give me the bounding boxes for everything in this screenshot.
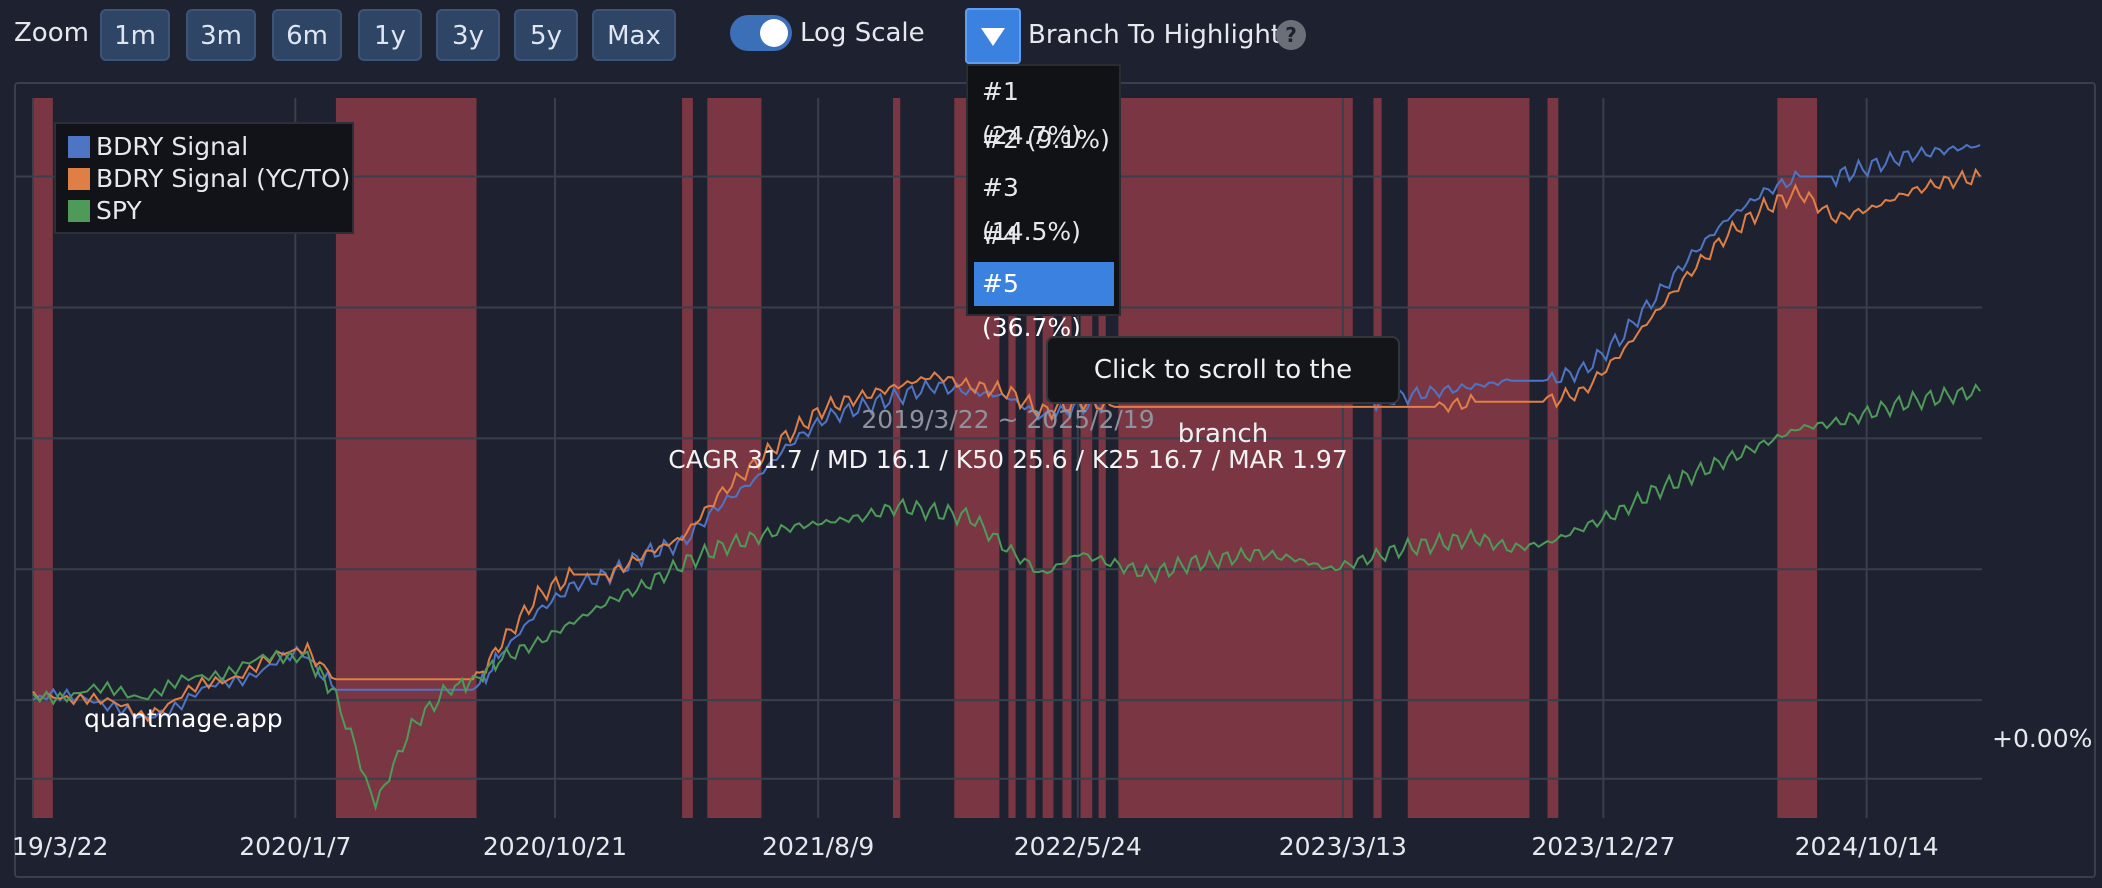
- highlight-period-17: [1777, 98, 1818, 818]
- zoom-label: Zoom: [14, 18, 89, 48]
- branch-option-2[interactable]: #2 (9.1%): [982, 125, 1110, 154]
- branch-option-5[interactable]: #5 (36.7%): [974, 262, 1114, 342]
- highlight-period-16: [1547, 98, 1559, 818]
- log-scale-toggle[interactable]: [730, 15, 792, 51]
- legend-swatch: [68, 200, 90, 222]
- series-line-spy: [32, 382, 1982, 812]
- zoom-3m-button[interactable]: 3m: [186, 9, 256, 61]
- toggle-knob: [760, 19, 788, 47]
- legend-swatch: [68, 136, 90, 158]
- zoom-3y-button[interactable]: 3y: [436, 9, 500, 61]
- highlight-period-3: [682, 98, 693, 818]
- help-icon[interactable]: ?: [1276, 20, 1306, 50]
- highlight-period-14: [1373, 98, 1382, 818]
- highlight-period-5: [893, 98, 901, 818]
- highlight-period-4: [707, 98, 762, 818]
- chart-legend: BDRY Signal BDRY Signal (YC/TO) SPY: [54, 122, 354, 234]
- x-tick-label-5: 2022/5/24: [1014, 832, 1142, 861]
- branch-option-4[interactable]: #4 (15.1%): [982, 221, 1081, 294]
- branch-dropdown-button[interactable]: [965, 8, 1021, 64]
- toolbar: Zoom 1m 3m 6m 1y 3y 5y Max Log Scale Bra…: [0, 0, 2102, 64]
- highlight-period-13: [1118, 98, 1353, 818]
- highlight-period-10: [1062, 98, 1072, 818]
- branch-option-1[interactable]: #1 (24.7%): [982, 77, 1081, 150]
- branch-option-3[interactable]: #3 (14.5%): [982, 173, 1081, 246]
- stats-text: CAGR 31.7 / MD 16.1 / K50 25.6 / K25 16.…: [668, 445, 1347, 474]
- highlight-period-7: [1008, 98, 1016, 818]
- x-tick-label-4: 2021/8/9: [762, 832, 874, 861]
- legend-swatch: [68, 168, 90, 190]
- highlight-periods: [33, 98, 1818, 818]
- highlight-period-9: [1042, 98, 1054, 818]
- zoom-6m-button[interactable]: 6m: [272, 9, 342, 61]
- highlight-period-12: [1098, 98, 1106, 818]
- zoom-1m-button[interactable]: 1m: [100, 9, 170, 61]
- log-scale-label: Log Scale: [800, 18, 925, 48]
- highlight-period-2: [335, 98, 477, 818]
- series-line-bdry-signal-yc-to: [32, 167, 1982, 723]
- highlight-period-15: [1407, 98, 1530, 818]
- branch-tooltip: Click to scroll to the branch: [1046, 336, 1400, 449]
- highlight-period-1: [33, 98, 53, 818]
- x-tick-label-1: 19/3/22: [12, 832, 108, 861]
- x-tick-label-6: 2023/3/13: [1279, 832, 1407, 861]
- triangle-down-icon: [981, 28, 1005, 46]
- highlight-period-11: [1080, 98, 1093, 818]
- zoom-1y-button[interactable]: 1y: [358, 9, 422, 61]
- date-range-text: 2019/3/22 ~ 2025/2/19: [861, 405, 1154, 434]
- zoom-5y-button[interactable]: 5y: [514, 9, 578, 61]
- x-tick-label-3: 2020/10/21: [483, 832, 627, 861]
- branch-dropdown-menu: #1 (24.7%) #2 (9.1%) #3 (14.5%) #4 (15.1…: [966, 64, 1121, 342]
- series-lines: [32, 143, 1982, 812]
- x-tick-label-2: 2020/1/7: [239, 832, 351, 861]
- x-axis-ticks: 19/3/22 2020/1/7 2020/10/21 2021/8/9 2022/5/…: [12, 832, 1939, 861]
- series-line-bdry-signal: [32, 143, 1981, 720]
- x-tick-label-8: 2024/10/14: [1795, 832, 1939, 861]
- x-tick-label-7: 2023/12/27: [1531, 832, 1675, 861]
- watermark: quantmage.app: [84, 704, 283, 733]
- highlight-period-8: [1026, 98, 1036, 818]
- zoom-max-button[interactable]: Max: [592, 9, 676, 61]
- y-tick-label: +0.00%: [1992, 724, 2092, 753]
- branch-to-highlight-label: Branch To Highlight: [1028, 20, 1281, 50]
